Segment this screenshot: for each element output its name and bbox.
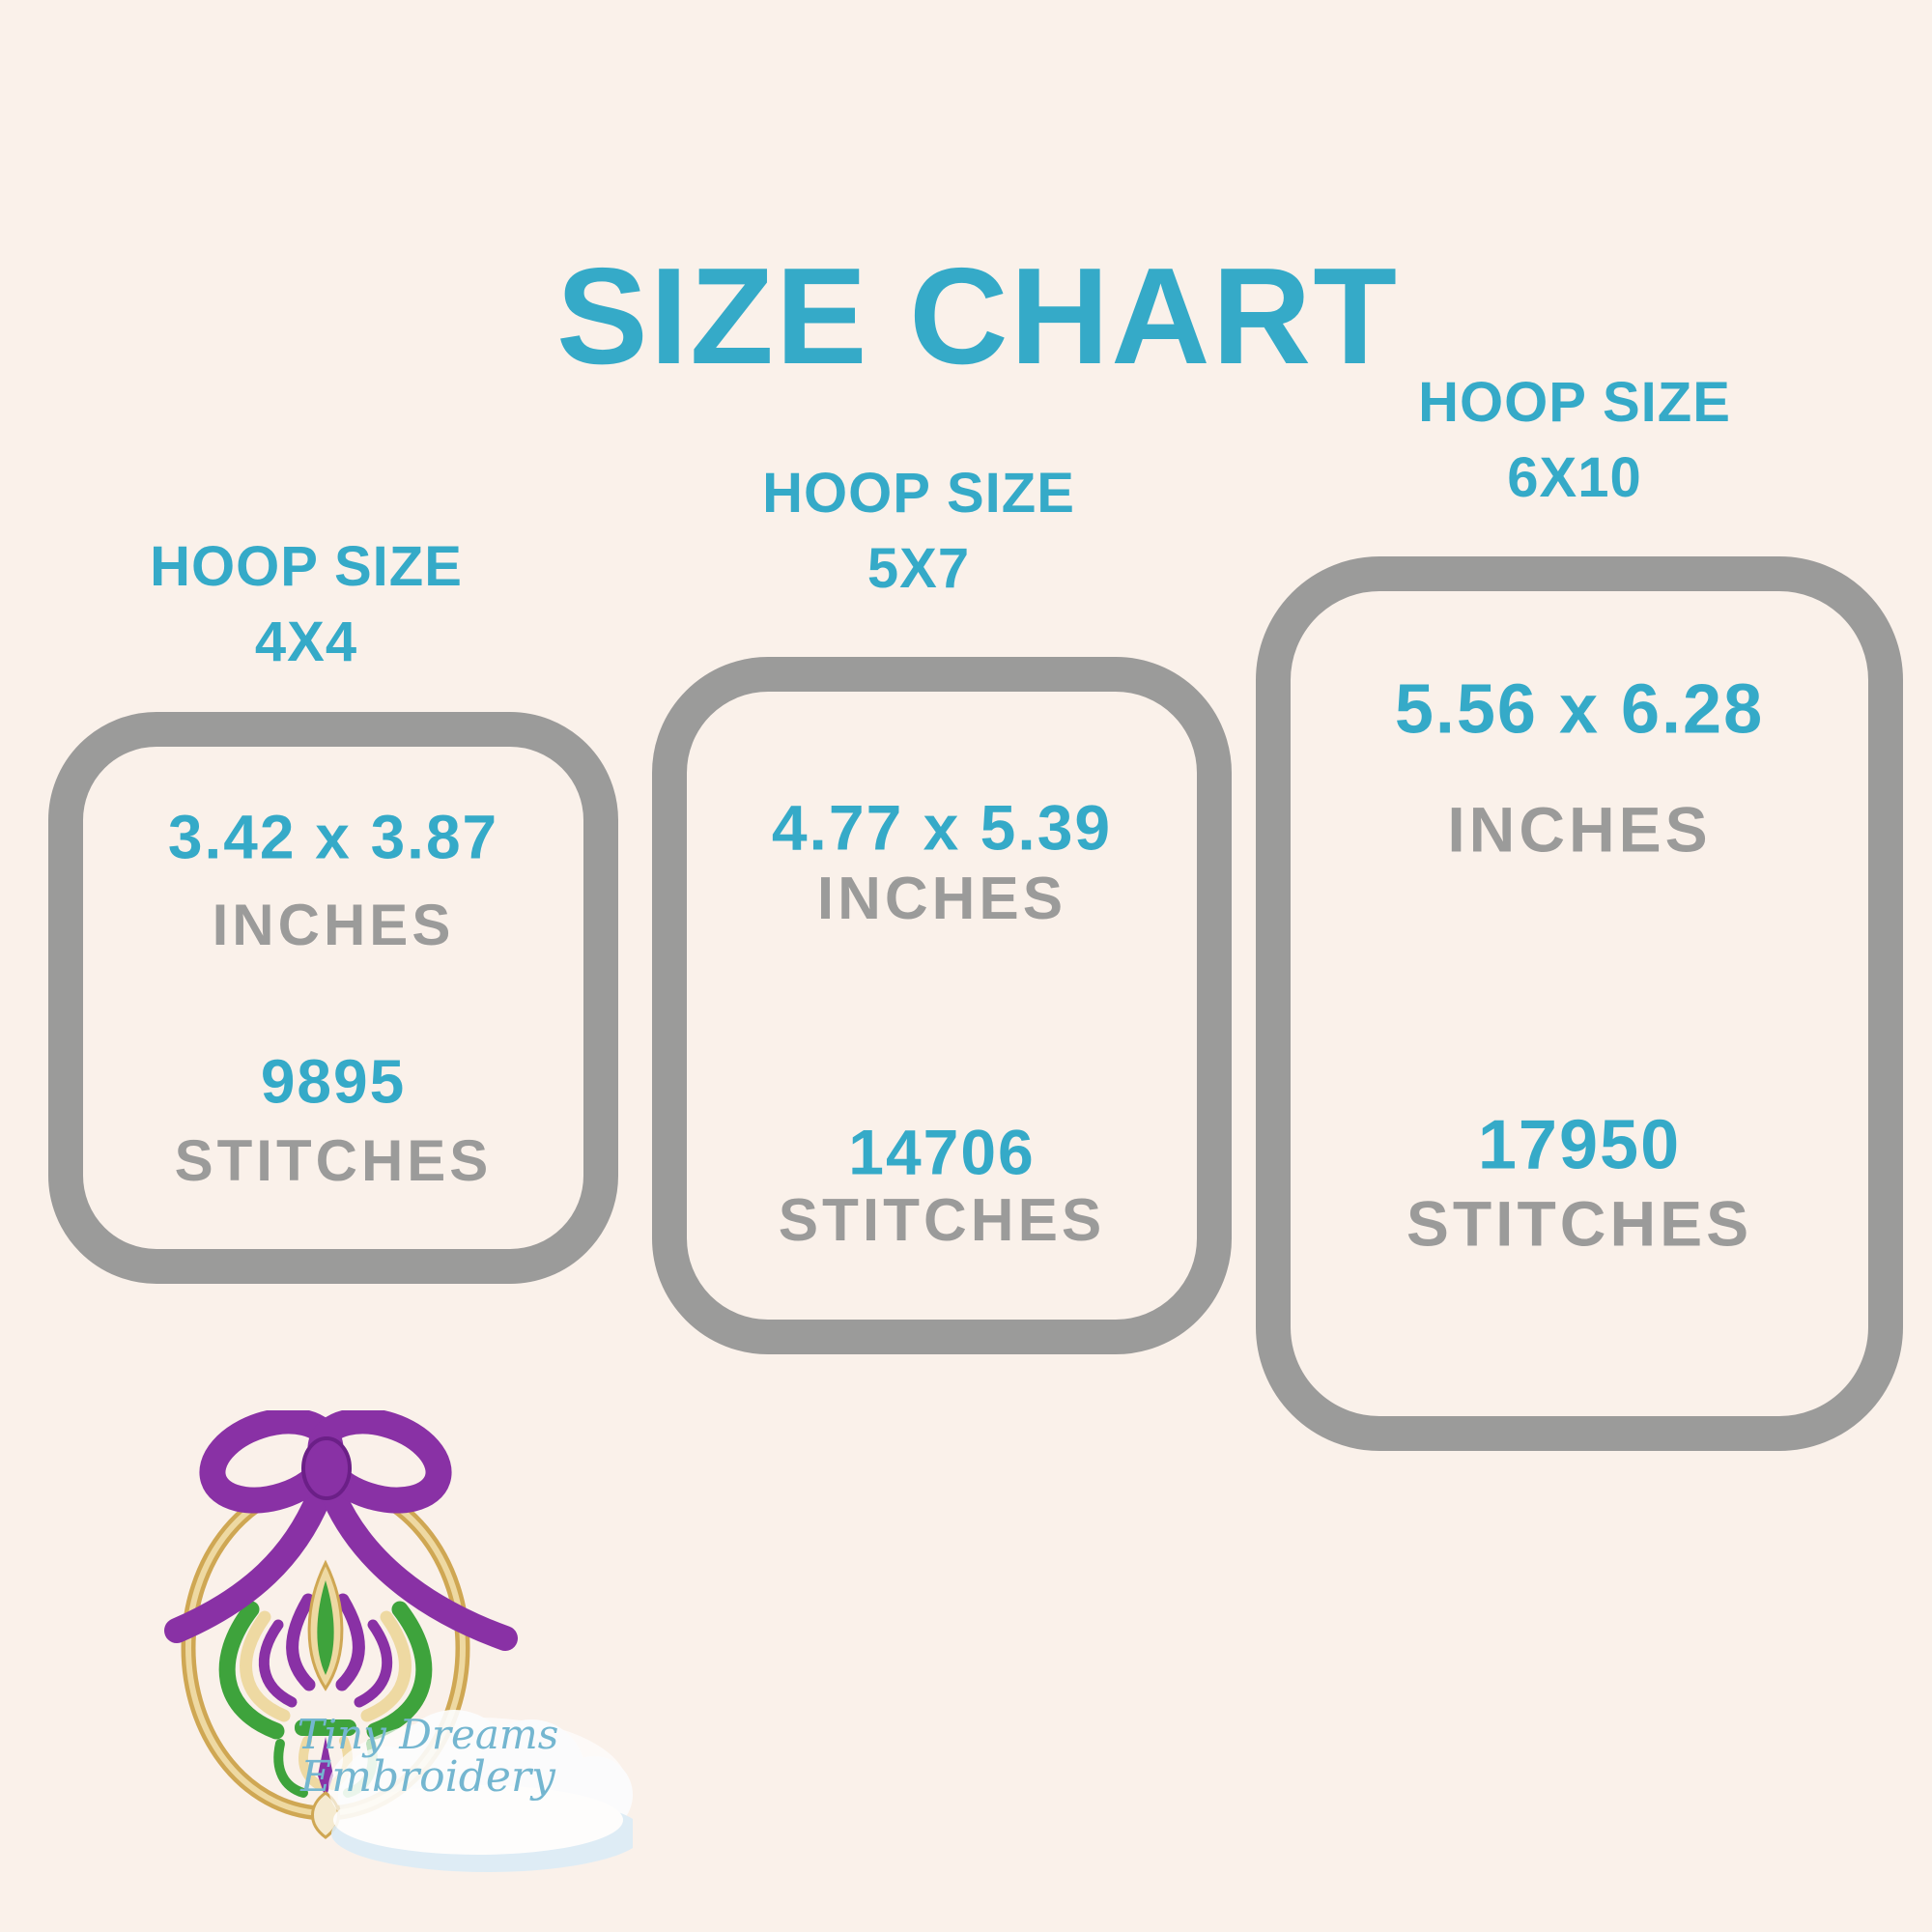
stitch-count: 14706 (848, 1116, 1036, 1188)
dimensions-unit-label: INCHES (1447, 793, 1712, 866)
hoop-label-line1: HOOP SIZE (150, 535, 463, 598)
fleur-de-lis-icon (218, 1559, 433, 1839)
page-title: SIZE CHART (556, 240, 1399, 393)
brand-watermark-text: Tiny Dreams Embroidery (298, 1711, 559, 1802)
hoop-label-line2: 4X4 (254, 611, 358, 673)
brand-name-line1: Tiny Dreams (298, 1711, 559, 1758)
hoop-label-6x10: HOOP SIZE 6X10 (1418, 365, 1731, 516)
stitch-count-label: STITCHES (778, 1187, 1106, 1255)
hoop-label-line2: 5X7 (867, 537, 971, 600)
stitch-count: 9895 (260, 1046, 407, 1117)
stitch-count-label: STITCHES (174, 1128, 493, 1194)
stitch-count: 17950 (1477, 1106, 1682, 1184)
design-dimensions: 3.42 x 3.87 (167, 802, 499, 872)
brand-logo: Tiny Dreams Embroidery (164, 1410, 633, 1872)
dimensions-unit-label: INCHES (816, 866, 1067, 933)
cloud-icon (328, 1710, 633, 1872)
brand-name-line2: Embroidery (299, 1752, 556, 1802)
dimensions-unit-label: INCHES (212, 893, 455, 958)
design-dimensions: 5.56 x 6.28 (1394, 670, 1765, 749)
hoop-outline-6x10: 5.56 x 6.28 INCHES 17950 STITCHES (1256, 556, 1903, 1451)
design-dimensions: 4.77 x 5.39 (771, 791, 1113, 864)
hoop-label-line1: HOOP SIZE (762, 462, 1075, 525)
hoop-label-5x7: HOOP SIZE 5X7 (762, 456, 1075, 607)
hoop-outline-4x4: 3.42 x 3.87 INCHES 9895 STITCHES (48, 712, 618, 1284)
hoop-label-4x4: HOOP SIZE 4X4 (150, 529, 463, 680)
stitch-count-label: STITCHES (1406, 1187, 1753, 1260)
hoop-label-line2: 6X10 (1507, 446, 1642, 509)
bow-icon (164, 1410, 518, 1651)
hoop-label-line1: HOOP SIZE (1418, 371, 1731, 434)
hoop-outline-5x7: 4.77 x 5.39 INCHES 14706 STITCHES (652, 657, 1232, 1354)
